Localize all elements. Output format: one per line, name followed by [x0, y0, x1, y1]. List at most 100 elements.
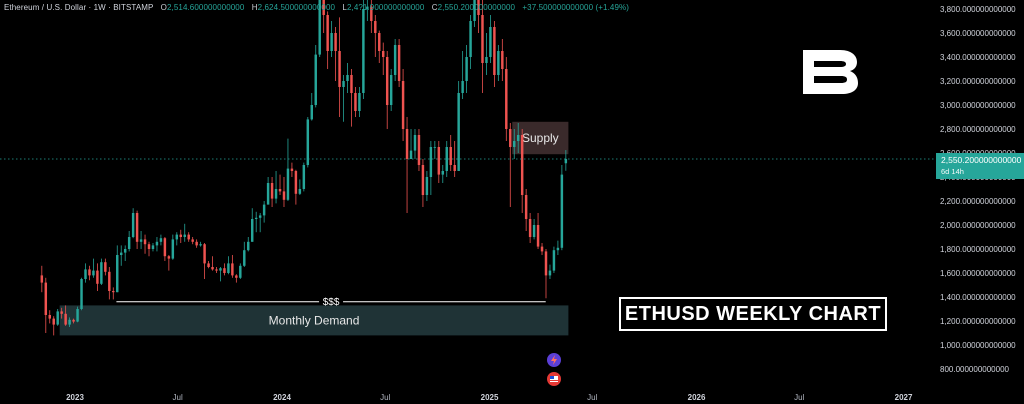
candle: [409, 129, 413, 159]
price-tick-label: 3,800.000000000000: [940, 5, 1016, 14]
overlay-layer: $$$: [0, 158, 935, 308]
candle-body: [123, 249, 127, 253]
candle: [247, 237, 250, 252]
candle: [48, 310, 51, 324]
candle-body: [116, 255, 119, 293]
time-tick-label: 2024: [273, 393, 291, 402]
candle: [314, 45, 317, 108]
candle: [465, 45, 468, 93]
candle: [338, 17, 341, 117]
candle-body: [239, 265, 242, 278]
candle-body: [298, 189, 302, 194]
current-price-tag: 2,550.200000000000 6d 14h: [936, 153, 1024, 179]
candle: [370, 0, 373, 33]
candle-body: [485, 57, 488, 63]
candle: [346, 63, 349, 93]
price-tick-label: 1,600.000000000000: [940, 269, 1016, 278]
price-tick-label: 3,200.000000000000: [940, 77, 1016, 86]
candle-body: [167, 256, 171, 259]
candle-body: [151, 245, 155, 249]
time-tick-label: 2023: [66, 393, 84, 402]
candle-body: [330, 33, 333, 51]
candle-body: [183, 234, 186, 237]
candle-body: [187, 234, 190, 240]
candle: [274, 171, 278, 204]
candle-body: [409, 150, 413, 159]
candle-body: [350, 75, 353, 93]
candle: [354, 87, 357, 117]
candle: [215, 267, 218, 273]
candle: [513, 129, 516, 159]
candle-body: [374, 21, 377, 33]
candle-body: [302, 165, 306, 189]
price-tick-label: 1,400.000000000000: [940, 293, 1016, 302]
candle-body: [477, 0, 480, 15]
candle-body: [366, 6, 369, 9]
flash-icon[interactable]: [547, 353, 561, 367]
candle: [211, 256, 214, 271]
candle: [350, 69, 353, 127]
candle: [461, 51, 464, 99]
candle: [147, 241, 151, 257]
candle: [334, 27, 337, 81]
candle: [258, 213, 262, 233]
candle-body: [524, 195, 528, 219]
candle-body: [358, 93, 361, 111]
candle-body: [306, 119, 310, 165]
candle-body: [231, 263, 234, 276]
candle: [96, 263, 99, 291]
open-value: 2,514.600000000000: [166, 3, 245, 12]
candle: [239, 263, 242, 279]
candle: [116, 245, 119, 293]
candle: [151, 243, 155, 252]
candle: [393, 39, 397, 81]
candle-body: [207, 263, 210, 267]
candle-body: [163, 238, 167, 257]
candle: [485, 33, 488, 75]
candle-body: [405, 129, 409, 159]
symbol-title[interactable]: Ethereum / U.S. Dollar · 1W · BITSTAMP: [4, 3, 154, 12]
candle-body: [564, 158, 568, 164]
candle: [421, 159, 425, 207]
symbol-header: Ethereum / U.S. Dollar · 1W · BITSTAMP O…: [4, 3, 629, 12]
candle: [139, 231, 143, 249]
candle-body: [513, 141, 516, 147]
candle-body: [76, 309, 79, 322]
candle-body: [465, 57, 468, 81]
us-flag-icon[interactable]: [547, 372, 561, 386]
price-tick-label: 2,000.000000000000: [940, 221, 1016, 230]
candle: [457, 81, 460, 171]
zone-label: Supply: [522, 131, 559, 145]
candle-body: [354, 93, 357, 111]
candle-body: [318, 0, 321, 55]
low-value: 2,4?1.900000000000: [346, 3, 425, 12]
candle-body: [437, 147, 441, 175]
candle-body: [52, 318, 55, 325]
time-axis[interactable]: 2023 Jul 2024 Jul 2025 Jul 2026 Jul 2027: [66, 393, 913, 402]
candle: [362, 0, 365, 99]
candle-body: [258, 215, 262, 218]
candle-body: [282, 191, 286, 200]
candle: [76, 306, 79, 323]
candle: [477, 0, 480, 33]
liquidity-label: $$$: [323, 297, 340, 308]
candle-body: [310, 105, 314, 120]
candle-body: [219, 268, 222, 271]
candle-body: [453, 165, 456, 171]
candle: [505, 57, 508, 141]
candle-body: [80, 279, 83, 309]
candle-body: [560, 174, 564, 248]
candle-body: [179, 234, 182, 237]
candle-body: [461, 81, 464, 93]
candle-body: [48, 315, 51, 319]
zone-monthly-demand: [59, 305, 569, 336]
candle-body: [413, 135, 417, 151]
high-value: 2,624.500000000000: [257, 3, 336, 12]
candle-body: [171, 239, 175, 259]
price-axis[interactable]: 800.000000000000 1,000.000000000000 1,200.…: [940, 5, 1016, 374]
candle-body: [100, 262, 103, 284]
candle-body: [393, 45, 397, 75]
candle: [326, 11, 329, 69]
candle-body: [191, 239, 194, 242]
